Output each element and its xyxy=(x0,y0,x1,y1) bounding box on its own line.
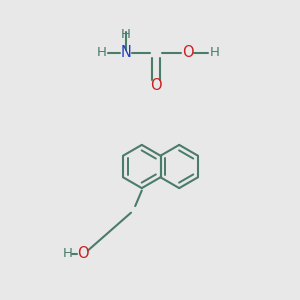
Text: H: H xyxy=(121,28,131,41)
Text: O: O xyxy=(150,78,162,93)
Text: O: O xyxy=(182,45,193,60)
Text: H: H xyxy=(210,46,219,59)
Text: O: O xyxy=(77,246,88,261)
Text: H: H xyxy=(97,46,107,59)
Text: N: N xyxy=(121,45,131,60)
Text: H: H xyxy=(63,247,72,260)
